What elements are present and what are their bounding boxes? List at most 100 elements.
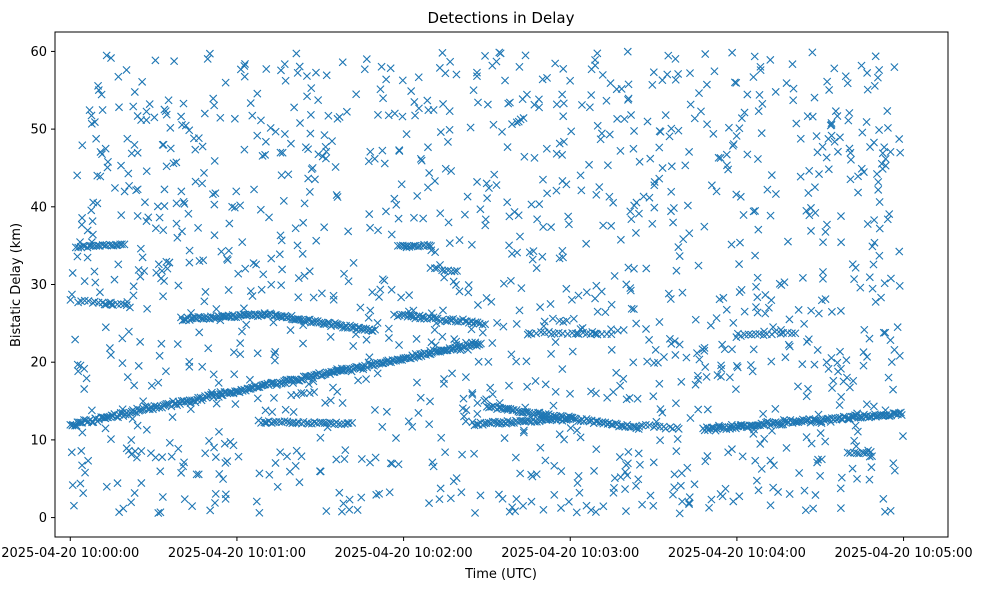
data-point-track-short	[117, 240, 126, 249]
data-point-clutter	[802, 206, 811, 215]
data-point-clutter	[165, 438, 174, 447]
data-point-clutter	[356, 303, 365, 312]
data-point-clutter	[98, 106, 107, 115]
data-point-clutter	[248, 291, 257, 300]
data-point-clutter	[102, 482, 111, 491]
data-point-clutter	[128, 414, 137, 423]
data-point-clutter	[395, 146, 404, 155]
data-point-track-short	[453, 266, 462, 275]
data-point-clutter	[158, 453, 167, 462]
data-point-clutter	[650, 203, 659, 212]
data-point-clutter	[827, 307, 836, 316]
data-point-clutter	[573, 479, 582, 488]
data-point-clutter	[74, 367, 83, 376]
data-point-clutter	[655, 379, 664, 388]
data-point-clutter	[136, 272, 145, 281]
data-point-clutter	[236, 350, 245, 359]
data-point-clutter	[667, 339, 676, 348]
data-point-clutter	[599, 221, 608, 230]
data-point-clutter	[144, 213, 153, 222]
data-point-clutter	[425, 168, 434, 177]
data-point-clutter	[280, 60, 289, 69]
data-point-clutter	[757, 129, 766, 138]
data-point-clutter	[779, 415, 788, 424]
data-point-clutter	[169, 159, 178, 168]
data-point-clutter	[297, 452, 306, 461]
data-point-clutter	[587, 65, 596, 74]
data-point-clutter	[415, 311, 424, 320]
data-point-clutter	[857, 61, 866, 70]
data-point-clutter	[392, 200, 401, 209]
data-point-clutter	[240, 145, 249, 154]
data-point-clutter	[265, 470, 274, 479]
data-point-clutter	[549, 401, 558, 410]
data-point-clutter	[118, 359, 127, 368]
data-point-clutter	[305, 187, 314, 196]
data-point-clutter	[610, 271, 619, 280]
data-point-clutter	[241, 59, 249, 68]
data-point-clutter	[424, 106, 433, 115]
data-point-clutter	[574, 471, 583, 480]
data-point-clutter	[717, 364, 726, 373]
data-point-clutter	[616, 381, 625, 390]
data-point-clutter	[278, 148, 287, 157]
data-point-clutter	[616, 235, 625, 244]
data-point-clutter	[420, 349, 429, 357]
data-point-clutter	[293, 68, 302, 77]
data-point-track-short	[344, 419, 353, 428]
data-point-clutter	[73, 171, 82, 180]
data-point-clutter	[649, 392, 658, 401]
data-point-clutter	[151, 224, 160, 233]
data-point-clutter	[436, 484, 445, 493]
data-point-clutter	[701, 457, 710, 466]
data-point-clutter	[656, 127, 665, 136]
data-point-clutter	[616, 146, 625, 155]
data-point-clutter	[739, 211, 748, 220]
data-point-clutter	[210, 200, 219, 209]
data-point-clutter	[80, 364, 89, 373]
data-point-clutter	[323, 423, 332, 432]
data-point-clutter	[807, 226, 815, 235]
data-point-clutter	[177, 187, 186, 196]
data-point-track-rising	[250, 382, 259, 391]
data-point-clutter	[564, 220, 573, 229]
data-point-clutter	[572, 508, 581, 517]
data-point-clutter	[661, 111, 670, 120]
data-point-clutter	[77, 220, 86, 229]
data-point-clutter	[198, 362, 207, 371]
data-point-clutter	[788, 60, 797, 69]
data-point-clutter	[622, 280, 631, 289]
data-point-clutter	[879, 328, 888, 337]
data-point-clutter	[895, 247, 904, 256]
data-point-clutter	[678, 497, 687, 506]
data-point-clutter	[718, 340, 727, 349]
data-point-clutter	[624, 447, 633, 456]
data-point-clutter	[806, 203, 815, 212]
data-point-clutter	[71, 335, 80, 344]
data-point-clutter	[827, 353, 836, 362]
data-point-clutter	[155, 351, 164, 360]
data-point-clutter	[210, 443, 219, 452]
data-point-clutter	[304, 174, 313, 183]
data-point-clutter	[340, 454, 349, 463]
data-point-clutter	[445, 239, 454, 248]
data-point-clutter	[859, 361, 868, 370]
data-point-clutter	[712, 187, 721, 196]
data-point-clutter	[512, 118, 521, 127]
data-point-clutter	[627, 111, 636, 120]
data-point-clutter	[576, 433, 585, 442]
data-point-clutter	[338, 366, 347, 375]
data-point-clutter	[161, 367, 170, 376]
data-point-clutter	[307, 84, 316, 93]
data-point-clutter	[715, 295, 724, 304]
data-point-clutter	[291, 224, 300, 233]
data-point-clutter	[80, 385, 89, 394]
data-point-clutter	[186, 405, 195, 414]
data-point-clutter	[555, 139, 564, 148]
data-point-clutter	[870, 238, 879, 247]
data-point-clutter	[349, 341, 358, 350]
data-point-clutter	[653, 358, 662, 367]
data-point-clutter	[836, 347, 845, 356]
data-point-clutter	[133, 211, 142, 220]
data-point-clutter	[490, 170, 499, 179]
